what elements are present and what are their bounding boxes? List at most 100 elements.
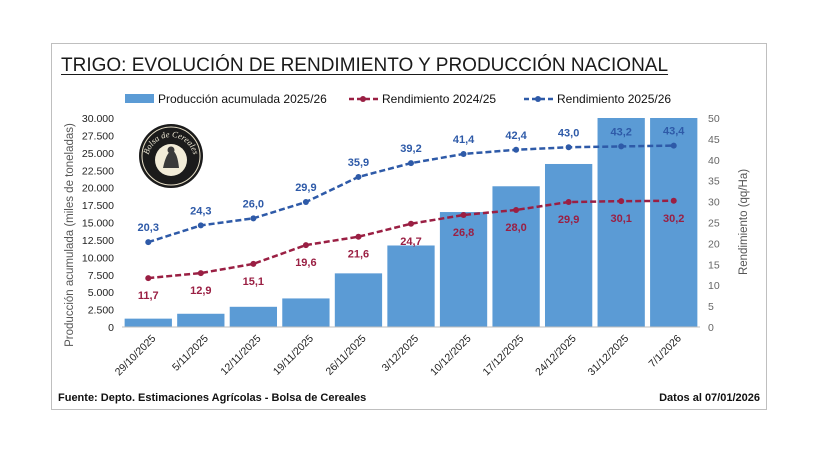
rendimiento-2025-26-label: 43,2: [610, 126, 631, 138]
chart-title: TRIGO: EVOLUCIÓN DE RENDIMIENTO Y PRODUC…: [61, 55, 669, 76]
y2-tick-label: 0: [708, 322, 714, 334]
legend-marker-2024: [360, 96, 366, 102]
rendimiento-2024-25-point: [250, 260, 257, 267]
y2-tick-label: 50: [708, 113, 720, 125]
legend-label-bars: Producción acumulada 2025/26: [158, 92, 327, 106]
x-tick-label: 7/1/2026: [646, 333, 683, 370]
bar: [282, 298, 330, 327]
y-tick-label: 7.500: [88, 270, 114, 282]
rendimiento-2024-25-point: [565, 199, 572, 206]
rendimiento-2024-25-label: 21,6: [348, 249, 369, 261]
y2-axis-title: Rendimiento (qq/Ha): [738, 169, 750, 275]
y-tick-label: 15.000: [82, 218, 114, 230]
series-lines: [145, 142, 677, 282]
y-tick-label: 27.500: [82, 130, 114, 142]
bar: [387, 245, 435, 327]
rendimiento-2024-25-point: [670, 197, 677, 204]
y2-tick-label: 5: [708, 301, 714, 313]
bars: [124, 118, 698, 327]
x-tick-label: 5/11/2025: [170, 333, 211, 374]
rendimiento-2024-25-label: 30,1: [610, 213, 631, 225]
rendimiento-2025-26-label: 42,4: [505, 130, 527, 142]
rendimiento-2025-26-label: 41,4: [453, 134, 475, 146]
rendimiento-2024-25-point: [513, 206, 520, 213]
y2-tick-label: 10: [708, 280, 720, 292]
legend: Producción acumulada 2025/26 Rendimiento…: [125, 92, 671, 106]
data-labels: 20,3 24,3 26,0 29,9 35,9 39,2 41,4 42,4 43,0 43,2…: [138, 126, 686, 303]
x-tick-label: 10/12/2025: [428, 333, 474, 379]
rendimiento-2024-25-label: 29,9: [558, 214, 579, 226]
y-tick-label: 10.000: [82, 252, 114, 264]
rendimiento-2025-26-label: 20,3: [138, 222, 159, 234]
rendimiento-2025-26-point: [250, 215, 257, 222]
source-note: Fuente: Depto. Estimaciones Agrícolas - …: [58, 392, 367, 404]
x-tick-label: 29/10/2025: [113, 333, 159, 379]
rendimiento-2024-25-point: [355, 233, 362, 240]
rendimiento-2024-25-label: 26,8: [453, 227, 474, 239]
x-tick-label: 31/12/2025: [586, 333, 632, 379]
rendimiento-2025-26-point: [460, 150, 467, 157]
y-tick-label: 17.500: [82, 200, 114, 212]
rendimiento-2025-26-point: [197, 222, 204, 229]
rendimiento-2024-25-label: 19,6: [295, 257, 316, 269]
x-tick-label: 19/11/2025: [271, 333, 316, 378]
rendimiento-2025-26-point: [408, 160, 414, 167]
y-tick-label: 5.000: [88, 287, 114, 299]
y2-tick-label: 15: [708, 259, 720, 271]
y2-tick-label: 20: [708, 238, 720, 250]
legend-swatch-bars: [125, 94, 154, 103]
legend-label-2025: Rendimiento 2025/26: [557, 92, 671, 106]
y2-axis-ticks: 0 5 10 15 20 25 30 35 40 45 50: [708, 113, 720, 334]
rendimiento-2025-26-point: [670, 142, 677, 149]
y-axis-title: Producción acumulada (miles de toneladas…: [64, 123, 76, 347]
y2-tick-label: 25: [708, 218, 720, 230]
y-tick-label: 2.500: [88, 305, 114, 317]
y-tick-label: 20.000: [82, 183, 114, 195]
rendimiento-2025-26-point: [618, 143, 625, 150]
rendimiento-2024-25-label: 30,2: [663, 213, 684, 225]
y2-tick-label: 30: [708, 197, 720, 209]
legend-label-2024: Rendimiento 2024/25: [382, 92, 496, 106]
rendimiento-2024-25-label: 15,1: [243, 276, 264, 288]
bar: [177, 313, 225, 327]
y-tick-label: 0: [108, 322, 114, 334]
rendimiento-2024-25-point: [145, 275, 152, 282]
rendimiento-2024-25-point: [460, 211, 467, 218]
rendimiento-2025-26-point: [355, 173, 362, 180]
chart-frame: [51, 43, 767, 410]
y-axis-ticks: 0 2.500 5.000 7.500 10.000 12.500 15.000 17.500…: [82, 113, 114, 334]
y2-tick-label: 35: [708, 176, 720, 188]
rendimiento-2025-26-point: [565, 144, 572, 151]
x-tick-label: 26/11/2025: [323, 333, 368, 378]
rendimiento-2025-26-point: [513, 146, 520, 153]
rendimiento-2024-25-label: 11,7: [138, 290, 159, 302]
y-tick-label: 25.000: [82, 148, 114, 160]
rendimiento-2024-25-label: 12,9: [190, 285, 211, 297]
rendimiento-2025-26-label: 24,3: [190, 205, 211, 217]
rendimiento-2024-25-label: 28,0: [505, 222, 526, 234]
rendimiento-2025-26-label: 26,0: [243, 198, 264, 210]
rendimiento-2024-25-point: [197, 270, 204, 277]
bar: [439, 212, 488, 327]
bar: [229, 306, 278, 327]
rendimiento-2024-25-label: 24,7: [400, 236, 421, 248]
rendimiento-2025-26-label: 29,9: [295, 182, 316, 194]
bar: [650, 118, 698, 327]
rendimiento-2025-26-line: [147, 144, 674, 244]
bar: [334, 273, 383, 327]
rendimiento-2024-25-point: [408, 220, 414, 227]
y-tick-label: 30.000: [82, 113, 114, 125]
bar: [544, 163, 593, 327]
rendimiento-2025-26-point: [302, 199, 309, 206]
date-note: Datos al 07/01/2026: [659, 392, 760, 404]
rendimiento-2025-26-label: 39,2: [400, 143, 421, 155]
y2-tick-label: 45: [708, 134, 720, 146]
x-tick-label: 24/12/2025: [533, 333, 579, 379]
x-tick-label: 17/12/2025: [481, 333, 527, 379]
rendimiento-2025-26-point: [145, 239, 152, 246]
rendimiento-2025-26-label: 43,4: [663, 126, 685, 138]
legend-marker-2025: [535, 96, 541, 102]
bolsa-de-cereales-logo: Bolsa de Cereales: [139, 124, 203, 188]
bar: [597, 118, 645, 327]
